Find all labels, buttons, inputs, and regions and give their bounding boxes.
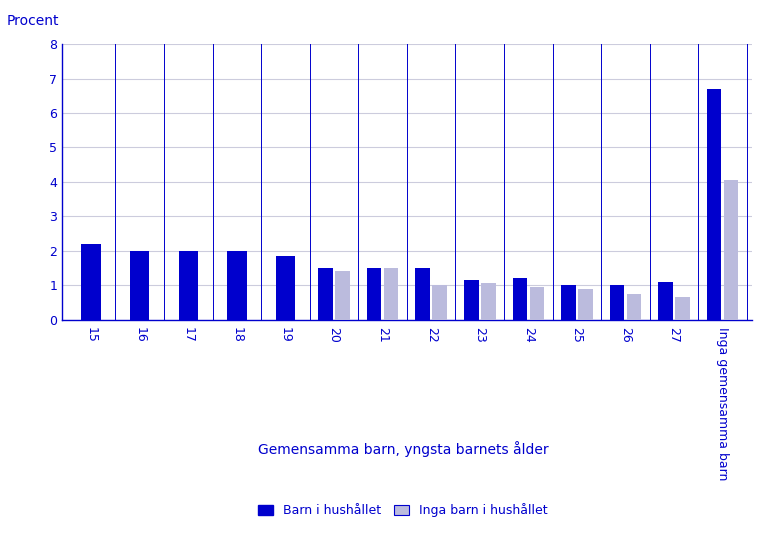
Bar (707, 89, 722, 320)
Bar (130, 251, 150, 320)
Bar (724, 180, 739, 320)
Bar (367, 268, 381, 320)
Bar (627, 294, 641, 320)
Bar (178, 251, 198, 320)
Bar (464, 280, 478, 320)
Bar (336, 272, 350, 320)
Bar (384, 268, 398, 320)
Bar (610, 285, 624, 320)
Bar (81, 244, 101, 320)
Bar (415, 268, 430, 320)
Bar (319, 268, 332, 320)
Bar (481, 283, 495, 320)
Text: Procent: Procent (7, 14, 60, 28)
Text: Gemensamma barn, yngsta barnets ålder: Gemensamma barn, yngsta barnets ålder (257, 441, 549, 457)
Bar (432, 285, 447, 320)
Bar (578, 289, 593, 320)
Bar (227, 251, 246, 320)
Bar (276, 256, 295, 320)
Bar (675, 297, 690, 320)
Bar (529, 287, 544, 320)
Legend: Barn i hushållet, Inga barn i hushållet: Barn i hushållet, Inga barn i hushållet (258, 503, 548, 517)
Bar (658, 282, 673, 320)
Bar (561, 285, 576, 320)
Bar (512, 278, 527, 320)
